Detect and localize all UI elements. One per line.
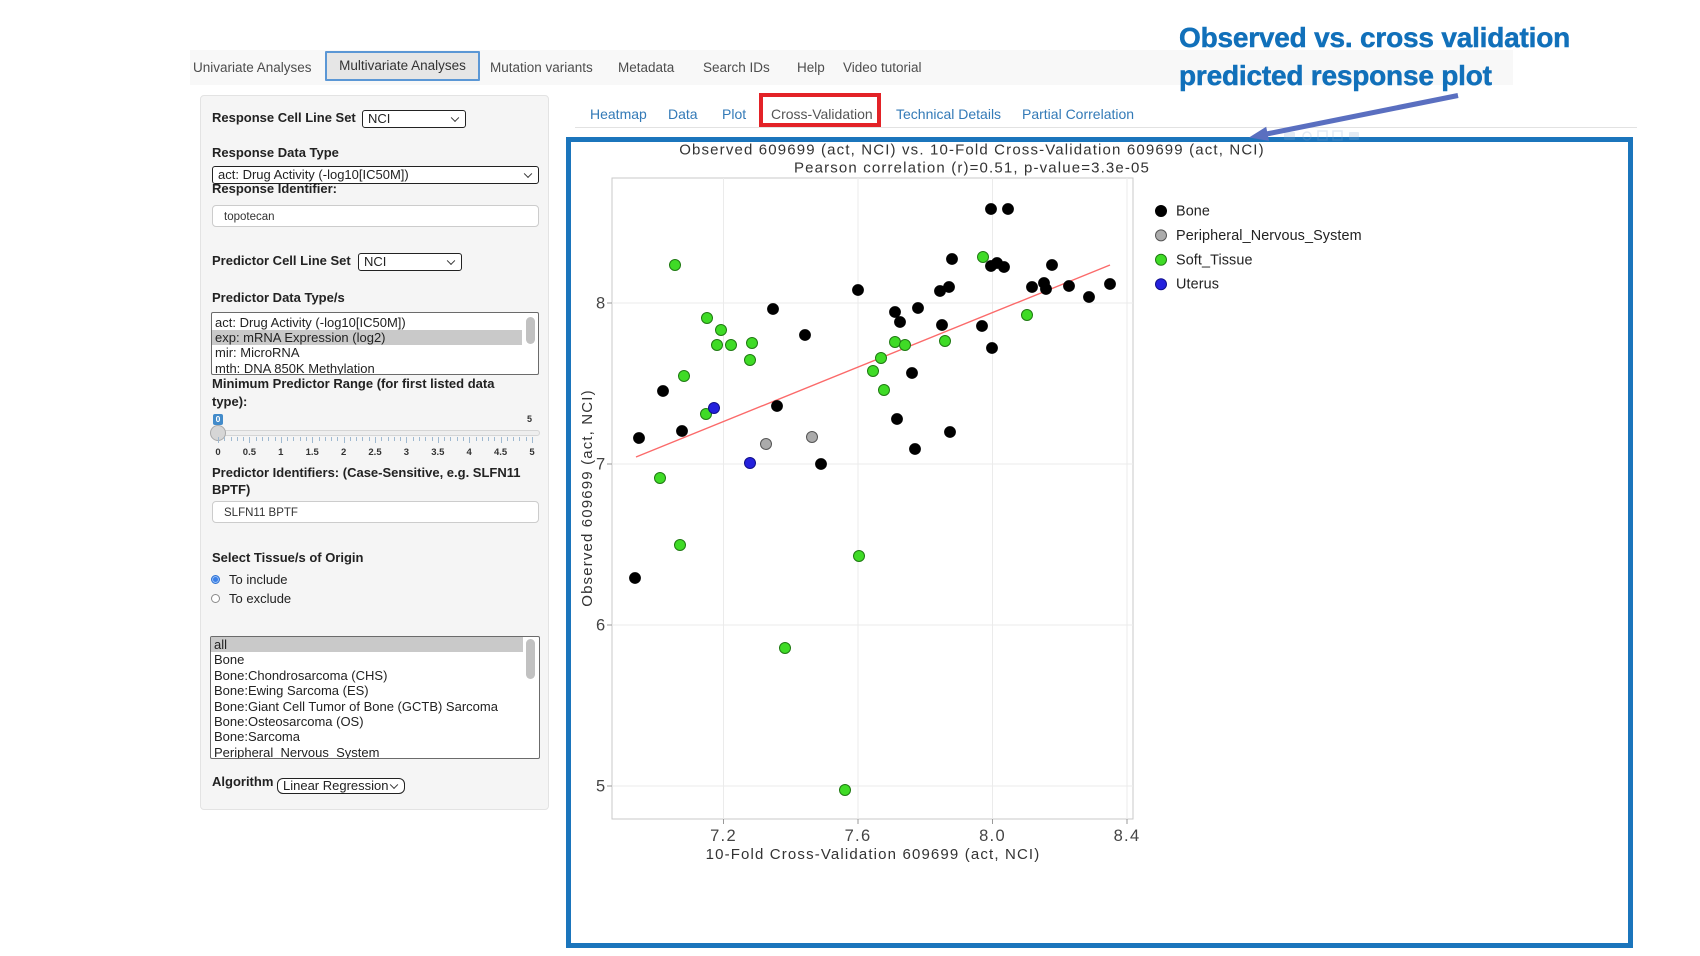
svg-text:Observed 609699 (act, NCI) vs.: Observed 609699 (act, NCI) vs. 10-Fold C… [679,142,1265,159]
svg-text:7.6: 7.6 [845,827,872,845]
svg-text:Bone: Bone [1176,204,1210,220]
svg-text:8.4: 8.4 [1114,827,1141,845]
svg-text:7.2: 7.2 [710,827,737,845]
svg-text:8: 8 [596,295,606,313]
svg-text:8.0: 8.0 [979,827,1006,845]
svg-text:Pearson correlation (r)=0.51,: Pearson correlation (r)=0.51, p-value=3.… [794,160,1150,177]
svg-text:Soft_Tissue: Soft_Tissue [1176,252,1253,268]
svg-text:10-Fold Cross-Validation 60969: 10-Fold Cross-Validation 609699 (act, NC… [706,846,1041,863]
svg-text:Observed 609699 (act, NCI): Observed 609699 (act, NCI) [579,389,596,607]
svg-text:7: 7 [596,456,606,474]
svg-text:Peripheral_Nervous_System: Peripheral_Nervous_System [1176,228,1362,244]
svg-text:6: 6 [596,617,606,635]
svg-text:Uterus: Uterus [1176,277,1219,293]
svg-text:5: 5 [596,778,606,796]
